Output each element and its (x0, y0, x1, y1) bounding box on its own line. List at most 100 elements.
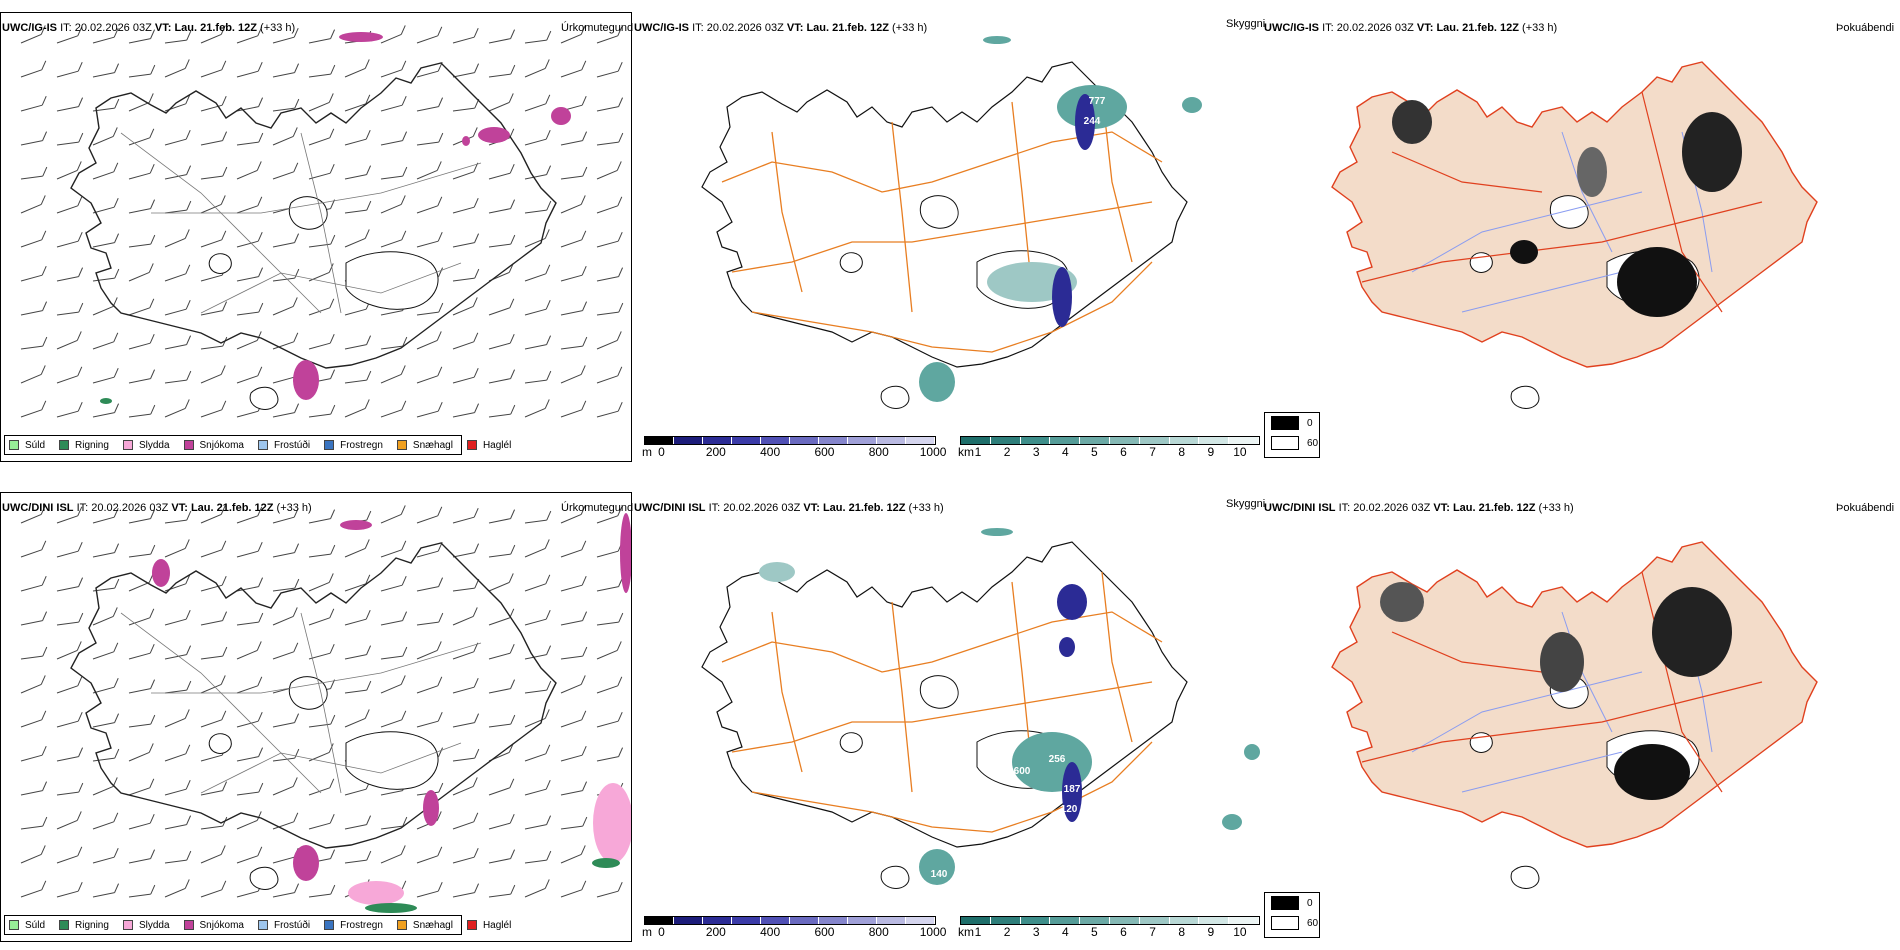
glacier-outline (345, 731, 439, 790)
wind-barb (344, 103, 366, 112)
wind-barb-flag (401, 710, 407, 721)
wind-barb-flag (402, 131, 408, 141)
wind-barb-flag (328, 573, 334, 583)
wind-barb (380, 409, 402, 418)
road (771, 131, 803, 293)
fog-area (1682, 112, 1742, 192)
wind-barb (272, 757, 295, 762)
wind-barb-flag (545, 299, 551, 310)
wind-barb (596, 621, 619, 626)
wind-barb-flag (510, 369, 516, 379)
wind-barb (128, 73, 151, 78)
wind-barb (344, 308, 367, 316)
wind-barb (416, 621, 439, 626)
legend-swatch (466, 440, 477, 450)
wind-barb (20, 790, 43, 796)
colorbar-cell (703, 437, 732, 444)
wind-barb-flag (114, 713, 120, 723)
wind-barb (128, 787, 150, 796)
fog-legend-row: 60 (1265, 433, 1319, 453)
wind-barb (20, 69, 42, 78)
colorbar-cell (1139, 917, 1170, 924)
wind-barb-flag (473, 197, 479, 208)
colorbar-tick-label: 600 (814, 925, 835, 939)
wind-barb (560, 719, 582, 728)
wind-barb (596, 890, 619, 898)
it-value: 20.02.2026 03Z (723, 502, 801, 514)
wind-barb-flag (474, 268, 480, 279)
wind-barb-flag (616, 331, 622, 341)
wind-barb (344, 717, 366, 728)
internal-lines (120, 132, 482, 314)
wind-barb (308, 137, 330, 146)
wind-barb-flag (78, 132, 84, 143)
model-name: UWC/IG-IS (2, 22, 57, 34)
wind-barb (488, 38, 511, 44)
wind-barb-flag (41, 575, 47, 586)
wind-barb (488, 413, 511, 418)
wind-barb (560, 620, 583, 626)
wind-barb-flag (580, 365, 586, 375)
colorbar-cell (961, 437, 991, 444)
wind-barb-flag (42, 166, 48, 177)
vt-label: VT: (171, 502, 188, 514)
wind-barb-flag (509, 333, 515, 344)
legend-item: Snjókoma (183, 440, 244, 451)
wind-barb (380, 203, 402, 214)
fog-legend-2: 0 60 (1264, 892, 1320, 938)
wind-barb-flag (150, 404, 156, 415)
wind-barb (272, 135, 294, 146)
sleet-area (348, 881, 404, 905)
wind-barb-flag (40, 25, 46, 35)
wind-barb-flag (509, 163, 515, 174)
road (891, 601, 913, 793)
panel-title-cloud-2: Skyggni (1226, 498, 1266, 510)
legend-swatch (466, 920, 477, 930)
wind-barb-flag (294, 543, 300, 553)
wind-barb (308, 342, 331, 350)
river (1411, 671, 1643, 753)
wind-barb-flag (294, 233, 300, 243)
model-name: UWC/DINI ISL (1264, 502, 1336, 514)
wind-barb (380, 373, 402, 384)
wind-barb (56, 375, 78, 384)
wind-barb-flag (329, 608, 335, 619)
legend-swatch (122, 920, 133, 930)
river (1561, 131, 1613, 253)
wind-barb-flag (582, 816, 588, 827)
wind-barb-flag (510, 884, 516, 895)
wind-barb-flag (330, 544, 336, 555)
wind-barb-flag (545, 129, 551, 140)
wind-barb-flag (257, 846, 263, 857)
wind-barb-flag (114, 543, 120, 553)
wind-barb (380, 513, 402, 524)
colorbar-tick-label: 5 (1091, 925, 1098, 939)
wind-barb (20, 513, 42, 524)
snow-area (423, 790, 439, 826)
low-ceiling-area (1062, 762, 1082, 822)
wind-barb (560, 889, 582, 898)
wind-barb (92, 171, 114, 180)
colorbar-cell (906, 917, 935, 924)
wind-barb-flag (184, 229, 190, 239)
wind-barb-flag (113, 197, 119, 208)
wind-barb (308, 101, 330, 112)
wind-barb-flag (294, 63, 300, 73)
wind-barb-flag (402, 816, 408, 827)
fog-legend-1: 0 60 (1264, 412, 1320, 458)
wind-barb-flag (185, 609, 191, 620)
wind-barb (344, 788, 367, 796)
wind-barb-flag (294, 883, 300, 893)
fog-area (1392, 100, 1432, 144)
fog-legend-swatch (1271, 436, 1299, 450)
wind-barb-flag (150, 884, 156, 895)
wind-barb-flag (186, 850, 192, 861)
wind-barb-flag (114, 403, 120, 413)
wind-barb (416, 855, 438, 864)
wind-barb-flag (616, 161, 622, 171)
legend-label: Rigning (75, 919, 109, 931)
wind-barb (344, 654, 367, 660)
wind-barb (452, 412, 475, 418)
wind-barb-flag (257, 26, 263, 37)
vt-label: VT: (1416, 22, 1434, 34)
